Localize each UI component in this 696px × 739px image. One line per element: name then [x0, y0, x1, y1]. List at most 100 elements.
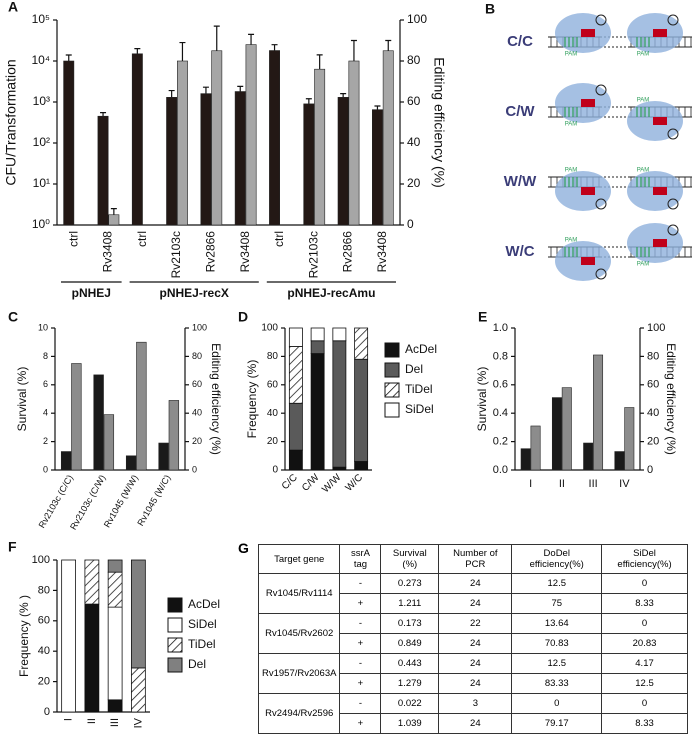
y2-tick-label: 40 [647, 407, 659, 419]
error-bar [237, 85, 244, 92]
y-axis-label: Frequency (%) [245, 360, 259, 439]
table-cell: 22 [438, 613, 513, 634]
bar [372, 109, 383, 226]
y2-tick-label: 0 [192, 464, 197, 474]
x-tick-label: Rv2103c [306, 231, 320, 278]
y-tick-label: 0 [44, 706, 50, 718]
y2-tick-label: 20 [407, 176, 421, 190]
legend-swatch [384, 382, 400, 398]
pam-label: PAM [565, 122, 578, 128]
bar-segment [130, 667, 146, 713]
table-row: Rv1957/Rv2063A -0.443 24 12.5 4.17 [257, 653, 688, 694]
table-cell: Rv1045/Rv2602 [257, 613, 341, 654]
error-bar [350, 39, 357, 61]
x-tick-label: Rv3408 [375, 231, 389, 273]
y-tick-label: 6 [43, 379, 48, 389]
y-axis-label: Frequency (% ) [17, 595, 31, 677]
bar-segment [61, 559, 77, 713]
x-tick-label: II [86, 718, 98, 724]
bar-segment [310, 327, 325, 342]
sgrna [595, 84, 607, 96]
y2-axis-label: Editing efficiency (%) [431, 57, 447, 187]
bar-segment [310, 340, 325, 354]
protospacer [653, 117, 667, 125]
pam-label: PAM [565, 52, 578, 58]
table-cell: 0.443 [380, 653, 440, 674]
bar-segment [332, 340, 347, 468]
y2-axis-label: Editing efficiency (%) [664, 343, 678, 455]
y-tick-label: 4 [43, 408, 48, 418]
table-cell: 13.64 [511, 613, 603, 634]
x-tick-label: Rv2103c (C/C) [37, 473, 75, 530]
bar [593, 354, 604, 471]
table-cell: Rv2494/Rv2596 [257, 693, 341, 734]
error-bar [316, 54, 323, 70]
y-tick-label: 100 [261, 323, 278, 334]
error-bar [305, 98, 312, 104]
table-cell: + [339, 673, 382, 694]
y2-tick-label: 40 [192, 408, 202, 418]
legend-swatch [167, 597, 183, 613]
bar-segment [288, 346, 303, 404]
bar-segment [130, 559, 146, 669]
bar [382, 50, 394, 226]
x-tick-label: Rv2103c [169, 231, 183, 278]
x-tick-label: IV [132, 717, 144, 728]
bar-segment [107, 699, 123, 713]
bar [348, 60, 360, 226]
panel-label: F [8, 539, 17, 555]
x-tick-label: ctrl [66, 231, 80, 247]
bar [93, 374, 104, 471]
error-bar [340, 93, 347, 98]
y-tick-label: 0 [43, 464, 48, 474]
y-tick-label: 1.0 [493, 322, 508, 334]
legend-swatch [167, 637, 183, 653]
group-label: pNHEJ-recX [160, 286, 229, 300]
y-tick-label: 0 [272, 465, 278, 476]
table-cell: 79.17 [511, 713, 603, 734]
x-tick-label: Rv2866 [204, 231, 218, 273]
y-tick-label: 8 [43, 351, 48, 361]
y-axis-label: CFU/Transformation [3, 59, 19, 185]
y-tick-label: 80 [38, 584, 50, 596]
pam-label: PAM [637, 52, 650, 58]
table-cell: 1.279 [380, 673, 440, 694]
y2-tick-label: 0 [407, 217, 414, 231]
x-tick-label: IV [619, 478, 630, 490]
bar [125, 455, 137, 471]
x-tick-label: I [529, 478, 532, 490]
bar-segment [310, 353, 325, 471]
sgrna [667, 128, 679, 140]
table-row: Rv2494/Rv2596-0.022 3 0 0 [257, 693, 688, 734]
bar [97, 115, 109, 226]
protospacer [581, 29, 595, 37]
table-cell: 8.33 [601, 713, 688, 734]
error-bar [202, 86, 209, 94]
sgrna [595, 268, 607, 280]
y-tick-label: 100 [32, 554, 50, 566]
table-cell: 24 [438, 633, 513, 654]
pam-label: PAM [637, 98, 650, 104]
x-tick-label: III [589, 478, 598, 490]
bar [583, 442, 594, 471]
table-cell: 0 [601, 693, 688, 714]
y2-tick-label: 60 [407, 94, 421, 108]
sgrna [667, 198, 679, 210]
table-row: Rv1045/Rv1114-0.273 24 12.5 0 [257, 573, 688, 614]
bar-segment [332, 327, 347, 342]
table-cell: 0.849 [380, 633, 440, 654]
legend-label: SiDel [188, 617, 217, 631]
table-container: Target gene ssrA tag Survival (%) Number of… [257, 544, 688, 734]
table-cell: 12.5 [511, 653, 603, 674]
y-axis-label: Survival (%) [15, 367, 29, 432]
row-label: W/W [504, 173, 537, 190]
bar [200, 93, 212, 226]
table-cell: 75 [511, 593, 603, 614]
x-tick-label: II [559, 478, 565, 490]
bar [71, 363, 82, 471]
legend-label: TiDel [188, 637, 216, 651]
error-bar [110, 208, 117, 215]
legend-label: AcDel [405, 342, 437, 356]
table-cell: 24 [438, 673, 513, 694]
